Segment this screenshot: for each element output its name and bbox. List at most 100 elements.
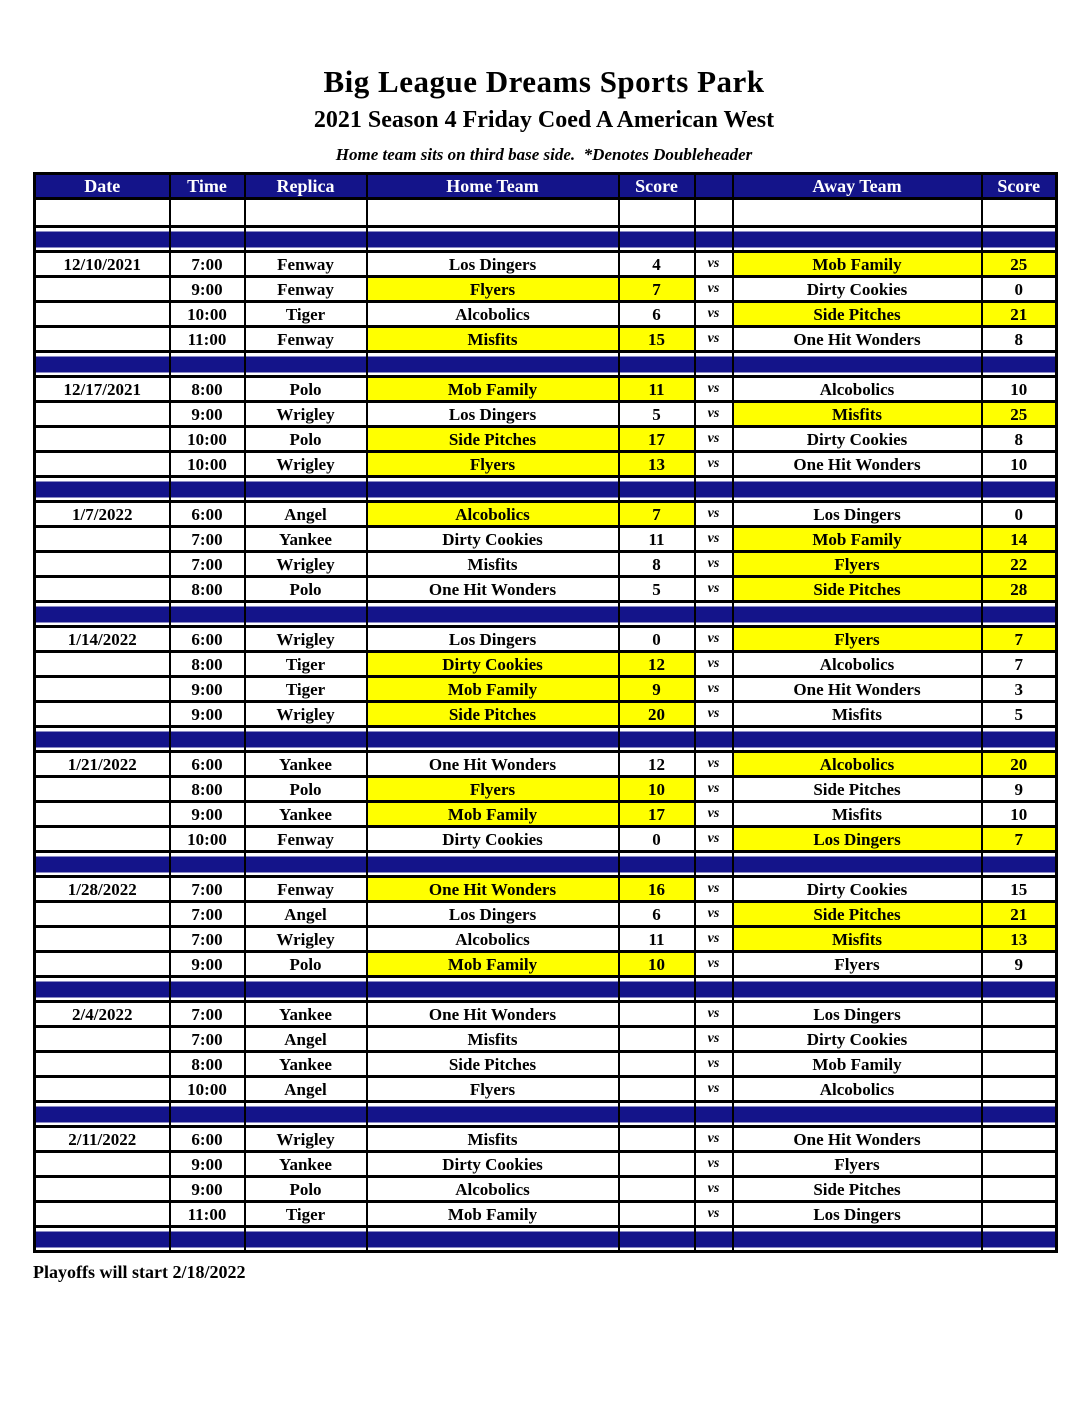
away-score-cell: 22 xyxy=(980,550,1058,578)
replica-cell: Wrigley xyxy=(243,625,368,653)
replica-cell: Fenway xyxy=(243,250,368,278)
replica-cell: Angel xyxy=(243,900,368,928)
game-row: 11:00 Tiger Mob Family vs Los Dingers xyxy=(33,1200,1058,1228)
vs-cell: vs xyxy=(693,500,734,528)
vs-spacer-cell xyxy=(693,725,734,753)
home-score-cell: 12 xyxy=(617,650,696,678)
column-header-replica: Replica xyxy=(243,172,368,200)
replica-spacer-cell xyxy=(243,600,368,628)
home-team-spacer-cell xyxy=(365,475,620,503)
away-score-cell: 8 xyxy=(980,425,1058,453)
home-team-cell: One Hit Wonders xyxy=(365,575,620,603)
replica-cell: Polo xyxy=(243,1175,368,1203)
away-team-cell: Side Pitches xyxy=(731,300,983,328)
away-score-cell: 25 xyxy=(980,250,1058,278)
vs-cell: vs xyxy=(693,1200,734,1228)
away-score-spacer-cell xyxy=(980,197,1058,228)
vs-cell: vs xyxy=(693,550,734,578)
away-score-spacer-cell xyxy=(980,475,1058,503)
date-cell: 1/28/2022 xyxy=(33,875,171,903)
away-team-cell: Alcobolics xyxy=(731,1075,983,1103)
date-spacer-cell xyxy=(33,1100,171,1128)
home-score-cell xyxy=(617,1025,696,1053)
home-score-cell: 6 xyxy=(617,900,696,928)
away-score-spacer-cell xyxy=(980,1225,1058,1253)
away-team-spacer-cell xyxy=(731,975,983,1003)
vs-cell: vs xyxy=(693,700,734,728)
away-team-spacer-cell xyxy=(731,1100,983,1128)
home-score-spacer-cell xyxy=(617,850,696,878)
vs-cell: vs xyxy=(693,1125,734,1153)
date-cell xyxy=(33,925,171,953)
date-cell xyxy=(33,300,171,328)
home-score-cell: 4 xyxy=(617,250,696,278)
home-team-cell: Mob Family xyxy=(365,1200,620,1228)
home-score-spacer-cell xyxy=(617,975,696,1003)
away-score-spacer-cell xyxy=(980,725,1058,753)
schedule-body: 12/10/2021 7:00 Fenway Los Dingers 4 vs Mob Fa… xyxy=(33,197,1058,1253)
home-team-spacer-cell xyxy=(365,1225,620,1253)
home-score-spacer-cell xyxy=(617,725,696,753)
vs-cell: vs xyxy=(693,575,734,603)
home-score-cell: 9 xyxy=(617,675,696,703)
vs-cell: vs xyxy=(693,950,734,978)
replica-spacer-cell xyxy=(243,975,368,1003)
game-row: 7:00 Wrigley Alcobolics 11 vs Misfits 13 xyxy=(33,925,1058,953)
time-cell: 7:00 xyxy=(168,1025,246,1053)
vs-cell: vs xyxy=(693,625,734,653)
vs-cell: vs xyxy=(693,925,734,953)
separator-row xyxy=(33,725,1058,753)
time-spacer-cell xyxy=(168,600,246,628)
date-spacer-cell xyxy=(33,850,171,878)
away-team-cell: Mob Family xyxy=(731,250,983,278)
vs-cell: vs xyxy=(693,1025,734,1053)
home-score-cell xyxy=(617,1075,696,1103)
home-team-cell: Flyers xyxy=(365,1075,620,1103)
date-cell xyxy=(33,575,171,603)
away-score-cell: 9 xyxy=(980,950,1058,978)
game-row: 9:00 Polo Mob Family 10 vs Flyers 9 xyxy=(33,950,1058,978)
schedule-table: Date Time Replica Home Team Score Away T… xyxy=(33,172,1058,1253)
away-score-cell: 15 xyxy=(980,875,1058,903)
time-cell: 8:00 xyxy=(168,375,246,403)
away-score-spacer-cell xyxy=(980,225,1058,253)
vs-cell: vs xyxy=(693,750,734,778)
replica-cell: Wrigley xyxy=(243,450,368,478)
home-team-cell: Dirty Cookies xyxy=(365,825,620,853)
away-team-cell: Misfits xyxy=(731,700,983,728)
away-team-cell: One Hit Wonders xyxy=(731,325,983,353)
time-cell: 7:00 xyxy=(168,925,246,953)
vs-cell: vs xyxy=(693,1175,734,1203)
replica-cell: Yankee xyxy=(243,1000,368,1028)
home-score-cell: 13 xyxy=(617,450,696,478)
home-team-cell: Misfits xyxy=(365,1125,620,1153)
date-cell xyxy=(33,1200,171,1228)
replica-cell: Angel xyxy=(243,1025,368,1053)
game-row: 9:00 Yankee Mob Family 17 vs Misfits 10 xyxy=(33,800,1058,828)
away-team-spacer-cell xyxy=(731,725,983,753)
vs-cell: vs xyxy=(693,875,734,903)
home-score-cell: 5 xyxy=(617,575,696,603)
home-score-spacer-cell xyxy=(617,350,696,378)
vs-cell: vs xyxy=(693,775,734,803)
away-team-cell: Dirty Cookies xyxy=(731,1025,983,1053)
vs-cell: vs xyxy=(693,525,734,553)
vs-cell: vs xyxy=(693,400,734,428)
away-score-cell: 10 xyxy=(980,800,1058,828)
game-row: 8:00 Polo One Hit Wonders 5 vs Side Pitches 28 xyxy=(33,575,1058,603)
home-team-spacer-cell xyxy=(365,600,620,628)
away-score-spacer-cell xyxy=(980,850,1058,878)
home-team-spacer-cell xyxy=(365,350,620,378)
home-score-cell: 7 xyxy=(617,275,696,303)
home-score-cell xyxy=(617,1000,696,1028)
replica-cell: Polo xyxy=(243,950,368,978)
home-score-cell xyxy=(617,1125,696,1153)
away-score-cell xyxy=(980,1025,1058,1053)
away-score-cell: 21 xyxy=(980,300,1058,328)
column-header-home-team: Home Team xyxy=(365,172,620,200)
vs-cell: vs xyxy=(693,800,734,828)
separator-row xyxy=(33,225,1058,253)
home-score-spacer-cell xyxy=(617,197,696,228)
vs-cell: vs xyxy=(693,675,734,703)
time-cell: 10:00 xyxy=(168,300,246,328)
